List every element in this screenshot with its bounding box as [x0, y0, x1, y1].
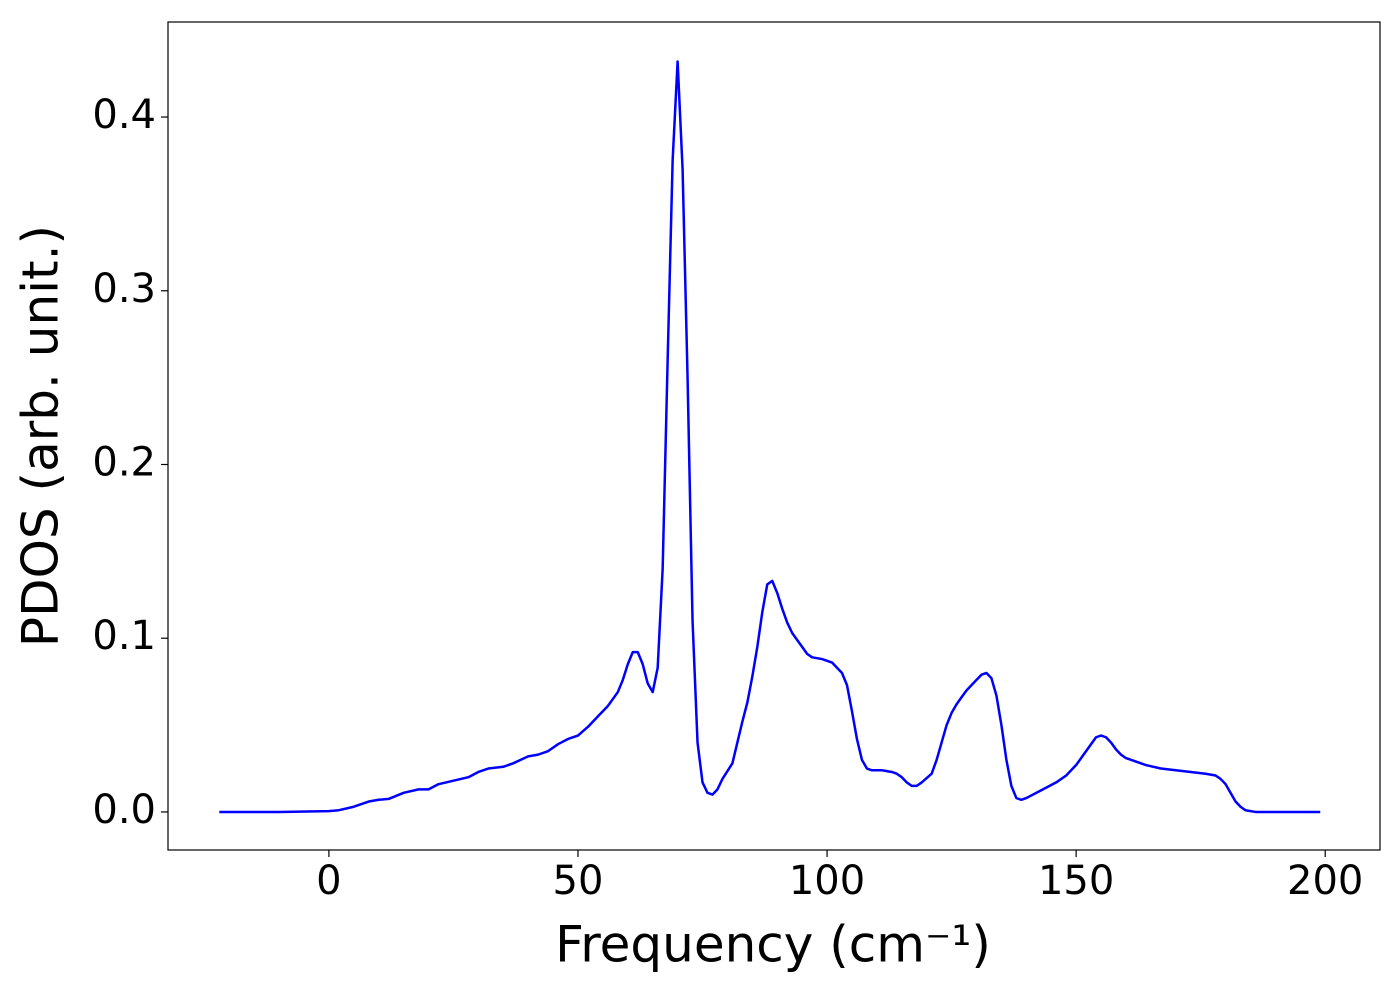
- y-tick-label: 0.4: [92, 92, 156, 138]
- y-axis-label: PDOS (arb. unit.): [12, 225, 70, 647]
- x-tick-label: 0: [316, 858, 341, 904]
- x-tick-label: 200: [1287, 858, 1363, 904]
- x-tick-label: 50: [553, 858, 604, 904]
- y-tick-label: 0.2: [92, 439, 156, 485]
- x-tick-label: 150: [1038, 858, 1114, 904]
- x-axis-label: Frequency (cm⁻¹): [555, 916, 991, 974]
- y-tick-label: 0.3: [92, 266, 156, 312]
- x-tick-label: 100: [789, 858, 865, 904]
- plot-frame: [167, 21, 1381, 851]
- pdos-line: [219, 60, 1321, 814]
- y-tick-label: 0.0: [92, 787, 156, 833]
- y-tick-label: 0.1: [92, 613, 156, 659]
